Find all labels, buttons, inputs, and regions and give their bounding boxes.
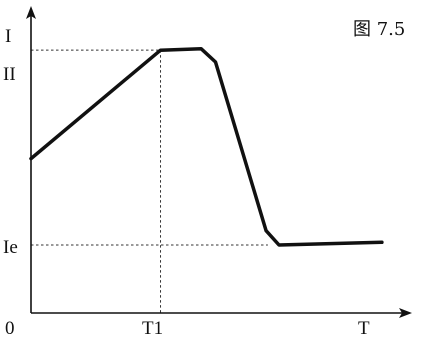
y-axis-label: I (5, 26, 11, 47)
y-marker-label-lower: Ie (3, 237, 18, 258)
origin-label: 0 (5, 318, 15, 338)
x-axis-arrow (399, 308, 412, 318)
x-axis-label: T (358, 318, 370, 338)
axes (26, 6, 412, 318)
x-marker-label-T1: T1 (142, 318, 163, 338)
guide-lines (31, 49, 268, 313)
y-marker-label-upper: II (3, 64, 16, 85)
series-line-0 (29, 46, 384, 247)
y-axis-arrow (26, 6, 36, 19)
series-layer (29, 46, 384, 247)
figure-title: 图 7.5 (353, 19, 405, 40)
